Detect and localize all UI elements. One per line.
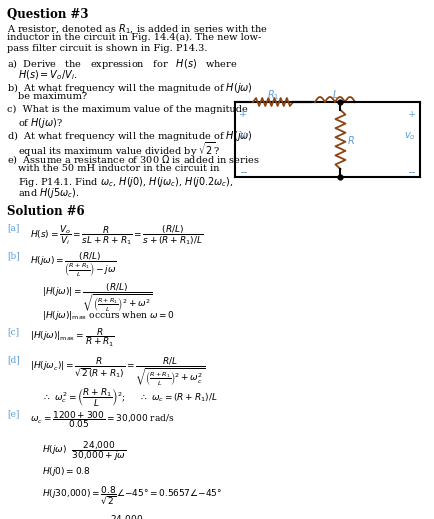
Text: $H(j\omega) = \dfrac{(R/L)}{\left(\frac{R+R_1}{L}\right) - j\omega}$: $H(j\omega) = \dfrac{(R/L)}{\left(\frac{…	[30, 251, 116, 280]
Text: $|H(j\omega)|_{\mathrm{max}}$ occurs when $\omega = 0$: $|H(j\omega)|_{\mathrm{max}}$ occurs whe…	[42, 309, 174, 322]
Text: $|H(j\omega_c)| = \dfrac{R}{\sqrt{2}(R + R_1)} = \dfrac{R/L}{\sqrt{\left(\frac{R: $|H(j\omega_c)| = \dfrac{R}{\sqrt{2}(R +…	[30, 355, 205, 387]
Text: e)  Assume a resistance of 300 $\Omega$ is added in series: e) Assume a resistance of 300 $\Omega$ i…	[7, 153, 259, 166]
Text: $v_o$: $v_o$	[404, 130, 415, 142]
Text: b)  At what frequency will the magnitude of $H(j\omega)$: b) At what frequency will the magnitude …	[7, 81, 252, 95]
Text: A resistor, denoted as $R_1$, is added in series with the: A resistor, denoted as $R_1$, is added i…	[7, 22, 267, 36]
Text: +: +	[238, 110, 247, 119]
Text: $R$: $R$	[347, 133, 355, 145]
Text: $-$: $-$	[238, 167, 247, 176]
Text: inductor in the circuit in Fig. 14.4(a). The new low-: inductor in the circuit in Fig. 14.4(a).…	[7, 33, 261, 42]
Text: and $H(j5\omega_c)$.: and $H(j5\omega_c)$.	[18, 186, 79, 200]
Text: $|H(j\omega)|_{\mathrm{max}} = \dfrac{R}{R + R_1}$: $|H(j\omega)|_{\mathrm{max}} = \dfrac{R}…	[30, 327, 115, 349]
Text: with the 50 mH inductor in the circuit in: with the 50 mH inductor in the circuit i…	[18, 164, 219, 173]
Text: [b]: [b]	[7, 251, 20, 260]
Text: $H(j6000) = \dfrac{24{,}000}{30{,}000 + j6000} = 0.7845\angle{-11.31°}$: $H(j6000) = \dfrac{24{,}000}{30{,}000 + …	[42, 513, 250, 519]
Text: pass filter circuit is shown in Fig. P14.3.: pass filter circuit is shown in Fig. P14…	[7, 44, 207, 53]
Text: be maximum?: be maximum?	[18, 92, 87, 101]
Text: of $H(j\omega)$?: of $H(j\omega)$?	[18, 116, 63, 130]
Text: $H(j\omega)\ \ \dfrac{24{,}000}{30{,}000 + j\omega}$: $H(j\omega)\ \ \dfrac{24{,}000}{30{,}000…	[42, 439, 126, 463]
Text: $R_1$: $R_1$	[266, 88, 279, 102]
Text: equal its maximum value divided by $\sqrt{2}$?: equal its maximum value divided by $\sqr…	[18, 140, 220, 159]
Text: Solution #6: Solution #6	[7, 205, 85, 218]
Text: Question #3: Question #3	[7, 8, 88, 21]
Text: $v_i$: $v_i$	[238, 130, 248, 142]
Text: Fig. P14.1. Find $\omega_c$, $H(j0)$, $H(j\omega_c)$, $H(j0.2\omega_c)$,: Fig. P14.1. Find $\omega_c$, $H(j0)$, $H…	[18, 175, 233, 189]
Text: $\therefore\ \omega_c^2 = \left(\dfrac{R + R_1}{L}\right)^2$;     $\therefore\ \: $\therefore\ \omega_c^2 = \left(\dfrac{R…	[42, 387, 217, 409]
Text: [a]: [a]	[7, 223, 20, 232]
Text: +: +	[407, 110, 415, 119]
Text: $H(j30{,}000) = \dfrac{0.8}{\sqrt{2}}\angle{-45°} = 0.5657\angle{-45°}$: $H(j30{,}000) = \dfrac{0.8}{\sqrt{2}}\an…	[42, 485, 222, 507]
Text: $H(s) = \dfrac{V_o}{V_i} = \dfrac{R}{sL + R + R_1} = \dfrac{(R/L)}{s + (R + R_1): $H(s) = \dfrac{V_o}{V_i} = \dfrac{R}{sL …	[30, 223, 203, 247]
Text: [c]: [c]	[7, 327, 19, 336]
Text: $\omega_c = \dfrac{1200 + 300}{0.05} = 30{,}000$ rad/s: $\omega_c = \dfrac{1200 + 300}{0.05} = 3…	[30, 409, 174, 430]
Text: $L$: $L$	[331, 88, 338, 100]
Text: $H(j0) = 0.8$: $H(j0) = 0.8$	[42, 465, 90, 478]
Text: $|H(j\omega)| = \dfrac{(R/L)}{\sqrt{\left(\frac{R+R_1}{L}\right)^2 + \omega^2}}$: $|H(j\omega)| = \dfrac{(R/L)}{\sqrt{\lef…	[42, 281, 152, 313]
Text: [e]: [e]	[7, 409, 20, 418]
Text: a)  Derive   the   expression   for   $H(s)$   where: a) Derive the expression for $H(s)$ wher…	[7, 57, 237, 71]
Text: $H(s) = V_o/V_i$.: $H(s) = V_o/V_i$.	[18, 68, 77, 81]
Text: d)  At what frequency will the magnitude of $H(j\omega)$: d) At what frequency will the magnitude …	[7, 129, 252, 143]
Text: [d]: [d]	[7, 355, 20, 364]
Text: c)  What is the maximum value of the magnitude: c) What is the maximum value of the magn…	[7, 105, 247, 114]
Text: $-$: $-$	[406, 167, 415, 176]
